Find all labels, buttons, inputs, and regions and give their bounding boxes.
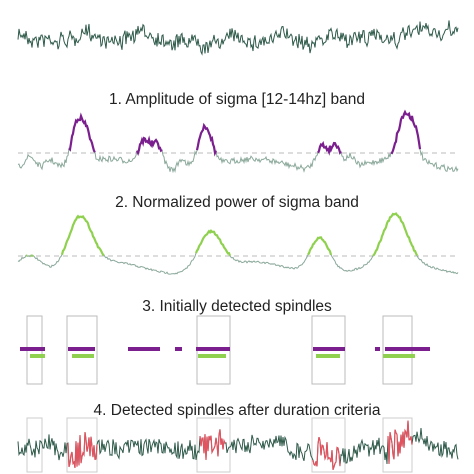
detection-box [311,417,346,473]
amplitude-detection [375,347,380,351]
amplitude-detection [128,347,160,351]
above-threshold [194,228,232,257]
envelope-trace [17,212,459,275]
panel-title: 1. Amplitude of sigma [12-14hz] band [109,91,365,108]
above-threshold [317,140,342,156]
panel-title: 2. Normalized power of sigma band [115,194,359,211]
amplitude-detection [68,347,95,351]
above-threshold [307,236,333,256]
amplitude-detection [196,347,230,351]
spindle-trace [387,420,413,464]
spindle-trace [67,432,98,469]
amplitude-detection [20,347,45,351]
above-threshold [195,122,217,157]
above-threshold [372,212,419,257]
power-detection [198,354,226,358]
panel-title: 3. Initially detected spindles [142,298,332,315]
detection-box [382,417,413,473]
above-threshold [390,109,422,155]
power-detection [316,354,340,358]
detection-box [66,315,98,385]
panel-title: 4. Detected spindles after duration crit… [94,402,381,419]
spindle-trace [312,436,341,470]
detection-box [66,417,98,473]
power-detection [383,354,415,358]
above-threshold [60,214,105,257]
power-detection [30,354,45,358]
detection-box [196,417,231,473]
power-detection [72,354,94,358]
eeg-trace [17,20,459,56]
amplitude-detection [175,347,182,351]
above-threshold [136,135,163,157]
amplitude-detection [313,347,345,351]
spindle-trace [199,429,226,460]
above-threshold [68,112,96,153]
amplitude-detection [385,347,430,351]
above-threshold [30,254,34,257]
